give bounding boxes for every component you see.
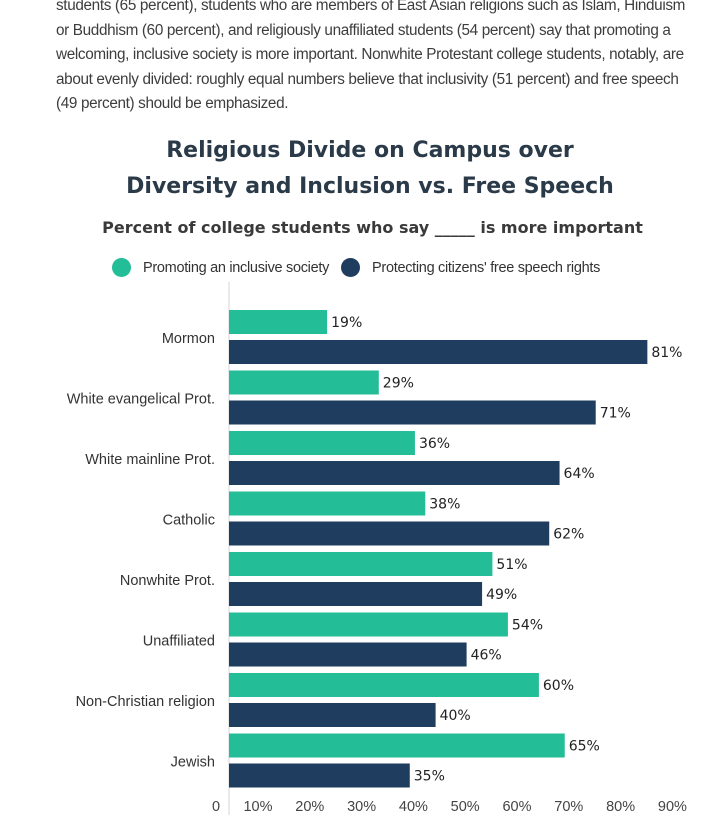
- bar-free-speech: [229, 521, 550, 546]
- x-tick-label: 30%: [347, 799, 376, 815]
- x-tick-label: 80%: [606, 799, 635, 815]
- x-tick-label: 40%: [399, 799, 428, 815]
- data-label: 54%: [512, 618, 543, 634]
- data-label: 35%: [414, 769, 445, 785]
- bar-inclusive: [229, 552, 493, 576]
- category-label: Jewish: [171, 755, 215, 771]
- legend: Promoting an inclusive society Protectin…: [112, 258, 612, 277]
- data-label: 36%: [419, 436, 450, 452]
- bar-free-speech: [229, 642, 467, 667]
- legend-swatch-free-speech: [341, 258, 361, 277]
- x-tick-label: 10%: [243, 799, 272, 815]
- data-label: 65%: [569, 739, 600, 755]
- x-tick-label: 0: [212, 799, 220, 815]
- data-label: 62%: [553, 527, 584, 543]
- data-label: 71%: [600, 406, 631, 422]
- bar-inclusive: [229, 431, 415, 455]
- bar-inclusive: [229, 612, 508, 637]
- category-label: Nonwhite Prot.: [120, 573, 215, 589]
- legend-swatch-inclusive: [112, 258, 131, 277]
- category-label: Catholic: [163, 513, 215, 529]
- category-label: Non-Christian religion: [76, 694, 215, 710]
- bar-free-speech: [229, 763, 410, 788]
- bar-inclusive: [229, 491, 426, 516]
- bar-free-speech: [229, 703, 436, 727]
- data-label: 29%: [383, 376, 414, 392]
- bar-inclusive: [229, 733, 565, 758]
- chart-subtitle: Percent of college students who say ____…: [102, 218, 643, 237]
- data-label: 40%: [440, 708, 471, 724]
- data-label: 60%: [543, 678, 574, 694]
- bar-free-speech: [229, 340, 648, 364]
- legend-label: Promoting an inclusive society: [143, 259, 330, 276]
- category-label: White mainline Prot.: [85, 452, 215, 468]
- bar-free-speech: [229, 400, 596, 425]
- data-label: 64%: [564, 466, 595, 482]
- category-label: Mormon: [162, 331, 215, 347]
- article-paragraph: students (65 percent), students who are …: [56, 0, 696, 117]
- x-tick-label: 50%: [451, 799, 480, 815]
- category-label: Unaffiliated: [143, 634, 215, 650]
- bar-inclusive: [229, 673, 539, 697]
- chart-title-line2: Diversity and Inclusion vs. Free Speech: [126, 174, 614, 199]
- paragraph-text: students (65 percent), students who are …: [56, 0, 686, 112]
- x-tick-label: 70%: [554, 799, 583, 815]
- x-tick-label: 20%: [295, 799, 324, 815]
- legend-item-inclusive: Promoting an inclusive society: [112, 258, 329, 277]
- data-label: 38%: [429, 497, 460, 513]
- legend-label: Protecting citizens' free speech rights: [372, 259, 601, 276]
- x-tick-label: 90%: [658, 799, 687, 815]
- bar-free-speech: [229, 582, 483, 606]
- bar-inclusive: [229, 310, 328, 334]
- data-label: 19%: [331, 315, 362, 331]
- bar-inclusive: [229, 370, 379, 395]
- data-label: 51%: [496, 557, 527, 573]
- data-label: 81%: [651, 345, 682, 361]
- legend-item-free-speech: Protecting citizens' free speech rights: [341, 258, 600, 277]
- data-label: 49%: [486, 587, 517, 603]
- chart-title-line1: Religious Divide on Campus over: [166, 138, 574, 163]
- bar-free-speech: [229, 461, 560, 485]
- data-label: 46%: [471, 648, 502, 664]
- category-label: White evangelical Prot.: [67, 392, 215, 408]
- x-tick-label: 60%: [502, 799, 531, 815]
